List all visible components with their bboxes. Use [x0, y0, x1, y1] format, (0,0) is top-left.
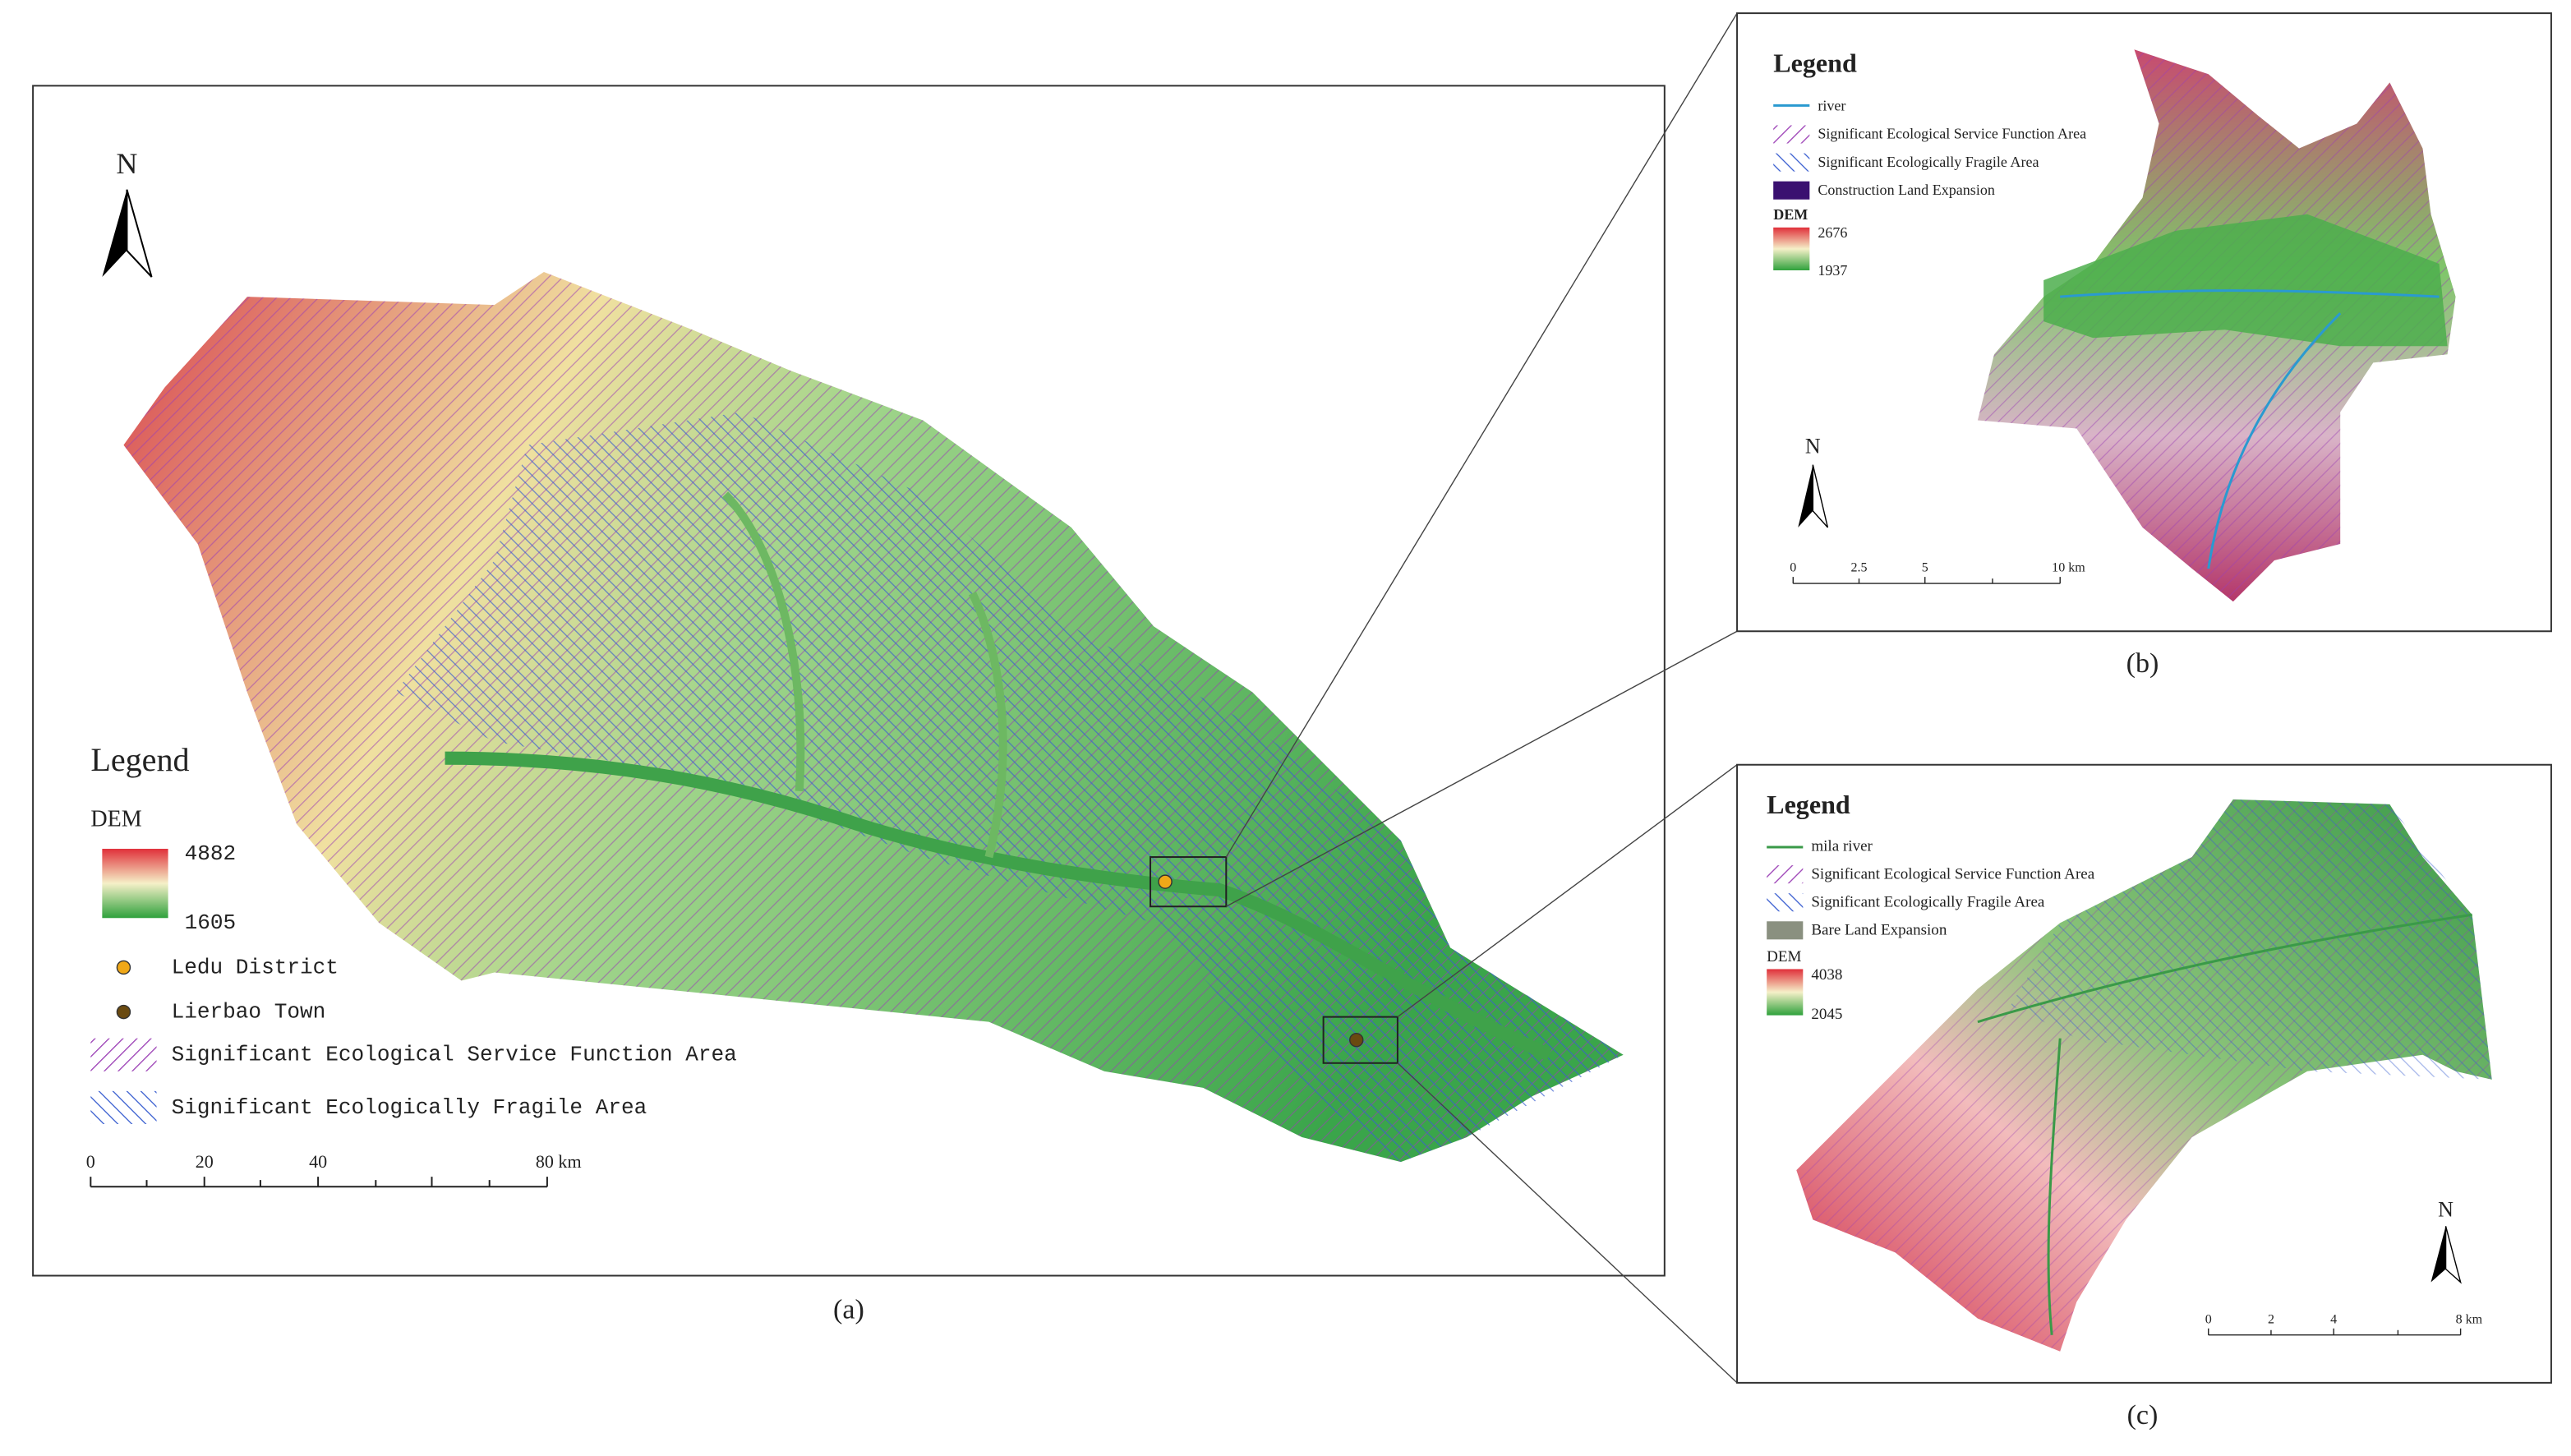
scale-label: 10 km	[2052, 561, 2085, 575]
dem-min: 1937	[1818, 262, 1847, 279]
scale-label: 20	[196, 1151, 214, 1172]
lierbao-marker	[1349, 1032, 1364, 1048]
watershed-map	[123, 272, 1624, 1163]
caption: (a)	[833, 1294, 864, 1325]
dem-min: 2045	[1811, 1006, 1842, 1023]
legend-label: Significant Ecologically Fragile Area	[1811, 894, 2045, 911]
arrow-left	[1798, 464, 1813, 528]
dem-max: 2676	[1818, 224, 1847, 241]
dem-min: 1605	[185, 910, 237, 935]
legend-label: river	[1818, 98, 1845, 114]
dem-ramp	[1767, 969, 1804, 1016]
river	[1977, 913, 2472, 1335]
dem-max: 4882	[185, 841, 237, 866]
connector	[1225, 630, 1738, 907]
legend-symbol	[1773, 153, 1810, 172]
north-arrow: N	[2430, 1197, 2462, 1284]
arrow-right	[126, 189, 153, 278]
panel-frame	[1736, 12, 2552, 633]
legend-title: Legend	[1767, 790, 1850, 819]
legend-title: Legend	[90, 741, 189, 778]
ledu-marker	[1158, 874, 1173, 889]
tributary	[721, 491, 1007, 859]
north-label: N	[116, 147, 137, 180]
legend-label: Significant Ecologically Fragile Area	[1818, 154, 2039, 170]
zoom-box	[1150, 856, 1228, 908]
scale-label: 0	[2205, 1312, 2212, 1326]
legend-symbol	[1767, 921, 1804, 940]
arrow-left	[2430, 1226, 2446, 1283]
legend-label: Significant Ecologically Fragile Area	[172, 1095, 647, 1120]
scale-bar: 0 20 40 80 km	[86, 1151, 582, 1188]
fragile-area-hatch	[2011, 799, 2492, 1080]
legend-label: Lierbao Town	[172, 999, 326, 1024]
scale-label: 2	[2268, 1312, 2274, 1326]
legend-symbol	[1773, 125, 1810, 144]
arrow-left	[102, 189, 127, 278]
scale-label: 0	[1790, 561, 1796, 575]
north-arrow: N	[1798, 435, 1829, 528]
connector	[1397, 1062, 1738, 1384]
scale-label: 5	[1922, 561, 1928, 575]
scale-label: 40	[309, 1151, 327, 1172]
scale-label: 2.5	[1850, 561, 1867, 575]
arrow-right	[1812, 464, 1829, 528]
scale-ticks	[90, 1177, 548, 1187]
dem-ramp	[102, 849, 168, 919]
legend-symbol	[90, 1038, 157, 1071]
legend-label: Significant Ecological Service Function …	[1811, 865, 2094, 882]
panel-frame	[1736, 763, 2552, 1384]
legend-symbol	[1773, 181, 1810, 200]
legend-label: Significant Ecological Service Function …	[1818, 126, 2086, 142]
connector	[1397, 764, 1738, 1018]
north-arrow: N	[102, 147, 153, 278]
legend: Legend DEM 4882 1605 Ledu District Lierb…	[90, 741, 737, 1124]
legend-label: mila river	[1811, 837, 1873, 855]
dem-title: DEM	[1767, 948, 1801, 965]
north-label: N	[1805, 435, 1821, 458]
inset-map	[1796, 799, 2492, 1352]
north-label: N	[2438, 1197, 2454, 1221]
zoom-box	[1322, 1016, 1398, 1064]
legend-symbol	[116, 1004, 131, 1020]
scale-label: 80 km	[536, 1151, 582, 1172]
legend-label: Significant Ecological Service Function …	[172, 1043, 737, 1067]
scale-ticks	[2208, 1328, 2462, 1335]
dem-title: DEM	[1773, 206, 1808, 223]
arrow-right	[2444, 1226, 2462, 1284]
connector	[1225, 12, 1738, 858]
valley	[445, 751, 1552, 1062]
legend-symbol	[116, 960, 131, 975]
legend-label: Construction Land Expansion	[1818, 182, 1995, 198]
valley-area	[2043, 214, 2448, 347]
fragile-area-hatch	[395, 412, 1624, 1163]
caption: (c)	[2127, 1400, 2159, 1431]
caption: (b)	[2126, 648, 2159, 679]
scale-label: 0	[86, 1151, 95, 1172]
legend-title: Legend	[1773, 48, 1857, 78]
legend-symbol	[90, 1090, 157, 1124]
legend-label: Bare Land Expansion	[1811, 922, 1947, 939]
legend-symbol	[1767, 893, 1804, 912]
dem-max: 4038	[1811, 966, 1842, 984]
scale-label: 8 km	[2456, 1312, 2483, 1326]
scale-ticks	[1792, 577, 2061, 584]
river	[2060, 289, 2440, 569]
dem-ramp	[1773, 227, 1810, 270]
legend-label: Ledu District	[172, 955, 339, 979]
inset-map	[1977, 49, 2456, 602]
legend-symbol	[1767, 865, 1804, 884]
panel-frame	[32, 85, 1666, 1277]
scale-label: 4	[2330, 1312, 2337, 1326]
dem-title: DEM	[90, 806, 141, 832]
